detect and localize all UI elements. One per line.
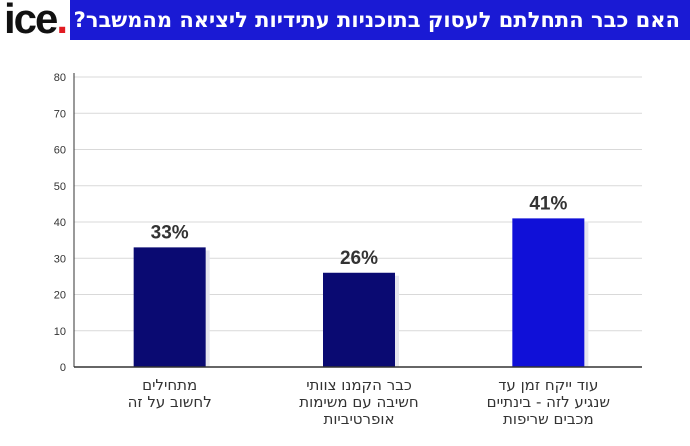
data-label-2: 26%	[340, 248, 378, 269]
y-tick-label: 70	[54, 108, 66, 120]
y-tick-label: 40	[54, 217, 66, 229]
header: ice. האם כבר התחלתם לעסוק בתוכניות עתידי…	[0, 0, 690, 42]
y-tick-label: 60	[54, 145, 66, 157]
category-label-line: אופרטיביות	[323, 410, 395, 428]
category-label-3: עוד ייקח זמן עד שנגיע לזה - בינתיים מכבים …	[458, 377, 638, 428]
y-tick-label: 30	[54, 253, 66, 265]
page-title: האם כבר התחלתם לעסוק בתוכניות עתידיות לי…	[73, 8, 680, 32]
y-tick-label: 50	[54, 181, 66, 193]
category-label-line: עוד ייקח זמן עד	[498, 376, 599, 394]
category-label-1: מתחילים לחשוב על זה	[80, 377, 260, 411]
logo-text: ice	[4, 0, 58, 42]
category-label-line: מכבים שריפות	[503, 410, 594, 428]
category-label-line: חשיבה עם משימות	[299, 393, 419, 411]
title-banner: האם כבר התחלתם לעסוק בתוכניות עתידיות לי…	[70, 0, 690, 40]
category-label-line: לחשוב על זה	[127, 393, 212, 411]
y-tick-label: 80	[54, 72, 66, 84]
y-tick-label: 20	[54, 290, 66, 302]
logo-dot: .	[56, 0, 68, 42]
y-tick-label: 10	[54, 326, 66, 338]
data-label-3: 41%	[529, 193, 567, 214]
category-label-line: כבר הקמנו צוותי	[306, 376, 412, 394]
ice-logo: ice.	[4, 0, 68, 42]
bar-2	[323, 272, 395, 367]
category-label-line: מתחילים	[142, 376, 198, 394]
category-label-line: שנגיע לזה - בינתיים	[486, 393, 610, 411]
category-label-2: כבר הקמנו צוותי חשיבה עם משימות אופרטיביות	[269, 377, 449, 428]
bar-1	[133, 247, 206, 367]
y-tick-label: 0	[60, 362, 66, 374]
bar-3	[512, 218, 585, 367]
data-label-1: 33%	[151, 222, 189, 243]
